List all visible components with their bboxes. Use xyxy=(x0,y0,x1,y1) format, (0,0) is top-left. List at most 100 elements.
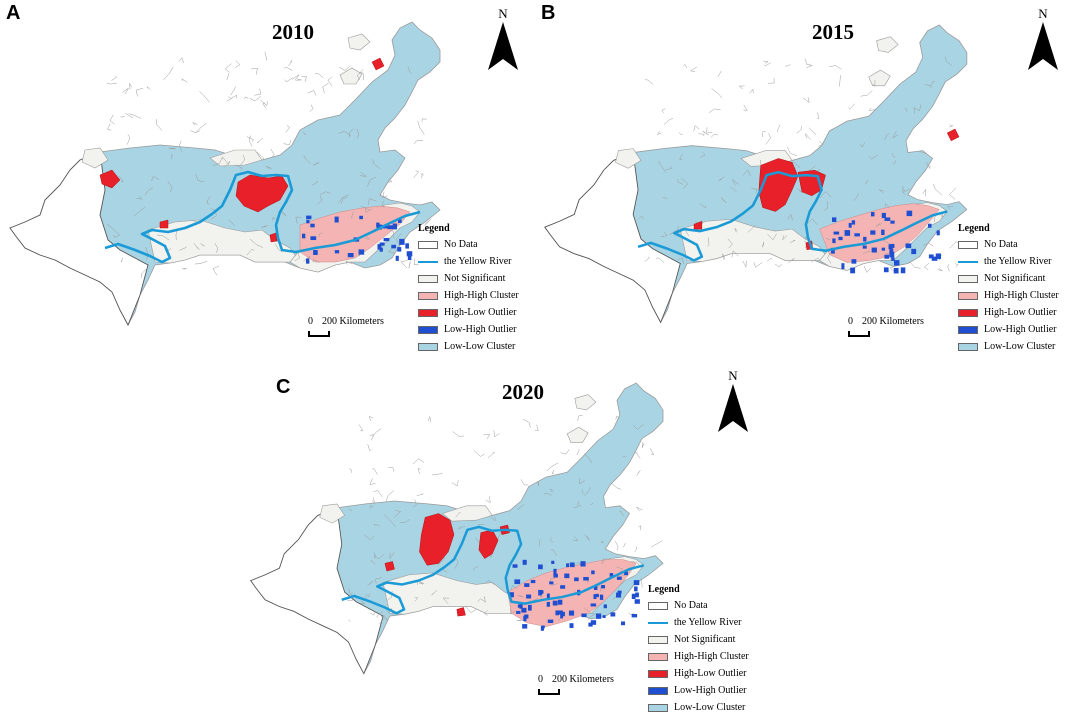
county-boundary xyxy=(474,451,484,457)
county-boundary xyxy=(349,469,352,473)
legend-label: High-High Cluster xyxy=(984,290,1059,301)
county-boundary xyxy=(787,147,797,156)
county-boundary xyxy=(848,104,854,109)
low-high-region xyxy=(894,260,899,265)
county-boundary xyxy=(718,71,721,77)
low-high-region xyxy=(591,620,596,625)
legend-label: High-High Cluster xyxy=(674,651,749,662)
legend-swatch xyxy=(958,343,978,351)
county-boundary xyxy=(308,91,316,96)
county-boundary xyxy=(517,620,523,621)
county-boundary xyxy=(577,449,579,454)
legend-item: Low-High Outlier xyxy=(958,321,1059,338)
low-high-region xyxy=(591,603,597,606)
low-high-region xyxy=(841,263,844,269)
county-boundary xyxy=(286,125,290,132)
county-boundary xyxy=(552,470,554,474)
county-boundary xyxy=(182,268,186,269)
county-boundary xyxy=(111,76,116,81)
legend-item: High-High Cluster xyxy=(418,287,519,304)
legend-title: Legend xyxy=(648,584,749,595)
county-boundary xyxy=(809,128,816,135)
low-high-region xyxy=(531,580,536,583)
low-high-region xyxy=(547,602,550,607)
low-high-region xyxy=(380,243,385,246)
county-boundary xyxy=(766,133,771,144)
county-boundary xyxy=(636,452,641,458)
low-high-region xyxy=(583,577,589,581)
low-high-region xyxy=(569,611,574,616)
county-boundary xyxy=(641,579,642,588)
legend-swatch xyxy=(418,343,438,351)
county-boundary xyxy=(231,95,237,98)
low-high-region xyxy=(889,249,893,254)
county-boundary xyxy=(296,79,301,80)
county-boundary xyxy=(711,134,718,137)
low-high-region xyxy=(555,610,559,615)
low-high-region xyxy=(872,248,877,253)
low-high-region xyxy=(617,577,622,580)
legend-swatch xyxy=(958,292,978,300)
low-high-region xyxy=(832,238,835,243)
county-boundary xyxy=(386,491,394,502)
low-high-region xyxy=(376,223,379,228)
county-boundary xyxy=(108,123,112,130)
legend-item: the Yellow River xyxy=(648,614,749,631)
low-high-region xyxy=(335,217,339,223)
north-arrow-icon: N xyxy=(485,6,521,72)
legend-item: Not Significant xyxy=(958,270,1059,287)
low-high-region xyxy=(570,623,574,628)
county-boundary xyxy=(636,507,642,511)
low-high-region xyxy=(541,626,544,631)
scale-zero-label: 0 xyxy=(308,316,313,327)
legend-swatch xyxy=(958,309,978,317)
county-boundary xyxy=(401,261,407,268)
low-high-region xyxy=(845,230,851,236)
legend-label: No Data xyxy=(984,239,1018,250)
low-high-region xyxy=(526,595,531,599)
county-boundary xyxy=(650,448,654,455)
legend-label: Not Significant xyxy=(984,273,1045,284)
scale-distance-label: 200 Kilometers xyxy=(862,316,924,327)
county-boundary xyxy=(249,136,252,147)
legend-swatch xyxy=(648,622,668,624)
scale-distance-label: 200 Kilometers xyxy=(552,674,614,685)
county-boundary xyxy=(775,264,782,267)
county-boundary xyxy=(817,113,819,119)
low-high-region xyxy=(884,267,889,272)
county-boundary xyxy=(611,483,621,490)
county-boundary xyxy=(122,88,128,94)
legend-label: High-Low Outlier xyxy=(444,307,517,318)
county-boundary xyxy=(642,442,644,448)
county-boundary xyxy=(743,261,746,268)
county-boundary xyxy=(428,416,431,422)
county-boundary xyxy=(292,75,299,81)
low-high-region xyxy=(632,594,636,599)
county-boundary xyxy=(265,52,267,61)
low-high-region xyxy=(849,223,852,228)
low-high-region xyxy=(871,212,875,216)
legend-item: Low-Low Cluster xyxy=(958,338,1059,355)
low-high-region xyxy=(632,614,637,617)
county-boundary xyxy=(763,61,768,63)
county-boundary xyxy=(861,90,873,96)
map-year-title: 2020 xyxy=(502,380,544,405)
county-boundary xyxy=(949,125,952,128)
county-boundary xyxy=(739,86,744,89)
low-high-region xyxy=(551,561,554,564)
county-boundary xyxy=(679,132,683,134)
legend-swatch xyxy=(648,670,668,678)
county-boundary xyxy=(699,134,705,136)
legend-label: Not Significant xyxy=(674,634,735,645)
county-boundary xyxy=(797,126,802,133)
scale-zero-label: 0 xyxy=(538,674,543,685)
scale-distance-label: 200 Kilometers xyxy=(322,316,384,327)
legend-item: Not Significant xyxy=(648,631,749,648)
county-boundary xyxy=(691,67,697,72)
county-boundary xyxy=(639,526,641,531)
low-high-region xyxy=(591,570,594,574)
county-boundary xyxy=(372,469,377,475)
county-boundary xyxy=(683,64,687,68)
